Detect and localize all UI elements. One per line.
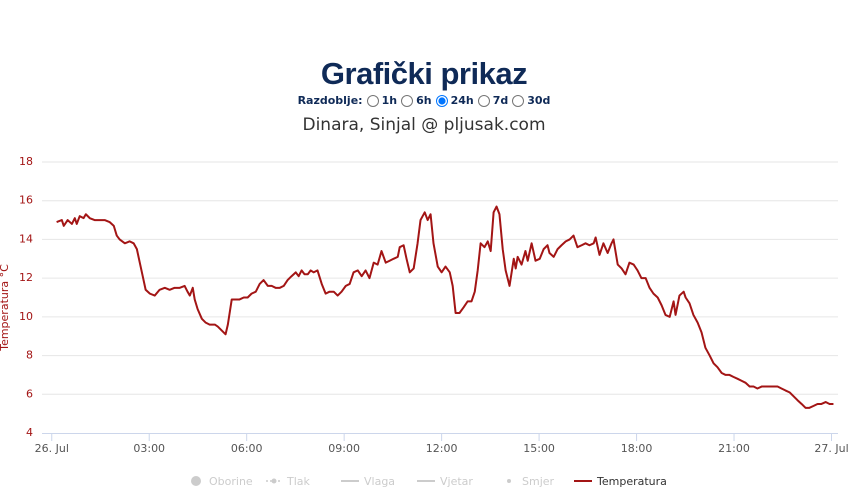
y-axis-title: Temperatura °C	[0, 264, 11, 352]
x-tick-label: 09:00	[328, 442, 360, 455]
period-text[interactable]: 6h	[416, 94, 432, 107]
legend-item[interactable]: Oborine	[191, 475, 253, 488]
period-text[interactable]: 7d	[492, 94, 509, 107]
y-tick-label: 14	[19, 232, 33, 245]
period-radio[interactable]	[435, 94, 448, 107]
legend-symbol	[507, 479, 511, 483]
legend-label[interactable]: Tlak	[286, 475, 311, 488]
legend-item[interactable]: Vlaga	[341, 475, 395, 488]
y-tick-label: 18	[19, 155, 33, 168]
chart-subtitle: Dinara, Sinjal @ pljusak.com	[302, 115, 546, 135]
x-tick-label: 12:00	[426, 442, 458, 455]
x-tick-label: 27. Jul	[814, 442, 848, 455]
period-text[interactable]: 30d	[527, 94, 551, 107]
x-tick-label: 26. Jul	[35, 442, 69, 455]
y-tick-label: 6	[26, 387, 33, 400]
y-tick-label: 12	[19, 271, 33, 284]
y-tick-label: 8	[26, 349, 33, 362]
period-option[interactable]: 30d	[512, 94, 550, 107]
legend-label[interactable]: Temperatura	[596, 475, 667, 488]
chart-title: Grafički prikaz	[320, 56, 528, 91]
legend-label[interactable]: Smjer	[522, 475, 555, 488]
legend-item[interactable]: Temperatura	[574, 475, 667, 488]
period-selector: Razdoblje: 1h 6h 24h 7d 30d	[0, 94, 848, 107]
x-tick-label: 21:00	[718, 442, 750, 455]
legend-item[interactable]: Smjer	[507, 475, 555, 488]
legend-symbol	[191, 476, 201, 486]
period-option[interactable]: 24h	[435, 94, 474, 107]
x-tick-label: 03:00	[133, 442, 165, 455]
period-radio[interactable]	[401, 94, 414, 107]
legend-label[interactable]: Oborine	[209, 475, 253, 488]
x-tick-label: 06:00	[231, 442, 263, 455]
legend-item[interactable]: Tlak	[266, 475, 311, 488]
y-tick-label: 10	[19, 310, 33, 323]
x-tick-label: 15:00	[523, 442, 555, 455]
y-tick-label: 4	[26, 426, 33, 439]
period-label: Razdoblje:	[297, 94, 363, 107]
period-radio[interactable]	[366, 94, 379, 107]
period-option[interactable]: 1h	[366, 94, 398, 107]
period-option[interactable]: 6h	[401, 94, 432, 107]
legend-label[interactable]: Vjetar	[440, 475, 473, 488]
y-tick-label: 16	[19, 194, 33, 207]
period-option[interactable]: 7d	[477, 94, 509, 107]
period-text[interactable]: 24h	[450, 94, 474, 107]
legend-item[interactable]: Vjetar	[417, 475, 473, 488]
legend-symbol	[271, 478, 277, 484]
period-radio[interactable]	[477, 94, 490, 107]
series-line	[56, 205, 834, 409]
x-tick-label: 18:00	[621, 442, 653, 455]
legend-label[interactable]: Vlaga	[364, 475, 395, 488]
period-text[interactable]: 1h	[381, 94, 398, 107]
period-radio[interactable]	[512, 94, 525, 107]
